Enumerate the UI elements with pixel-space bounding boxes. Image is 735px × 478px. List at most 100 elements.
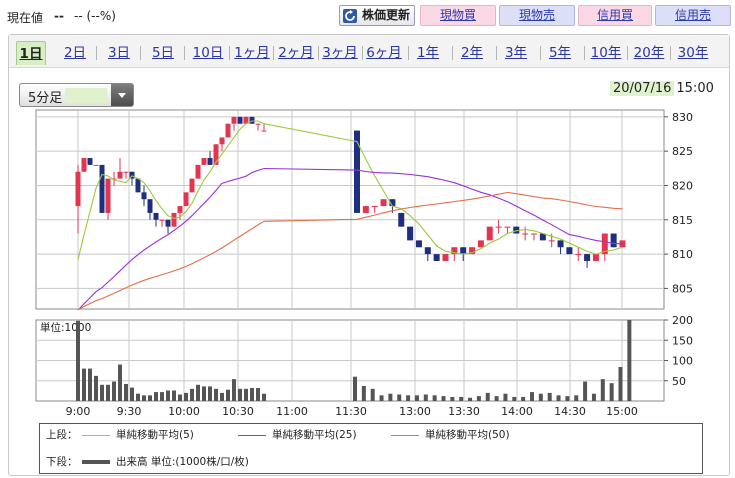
candle-up — [81, 158, 87, 172]
tab-2y[interactable]: 2年 — [460, 45, 484, 61]
tab-5y[interactable]: 5年 — [548, 45, 572, 61]
volume-bar — [600, 379, 605, 401]
volume-bar — [244, 388, 248, 401]
chart-panel: 1日 2日 3日 5日 10日 1ヶ月 2ヶ月 3ヶ月 6ヶ月 1年 2年 3年… — [8, 34, 730, 476]
volume-bar — [220, 392, 224, 401]
candle-up — [380, 199, 387, 207]
volume-bar — [106, 384, 110, 401]
candle-up — [171, 212, 177, 227]
candle-up — [177, 206, 183, 213]
candle-up — [117, 171, 123, 179]
volume-bar — [468, 397, 473, 401]
candle-down — [539, 233, 546, 241]
candle-up — [451, 247, 458, 255]
volume-bar — [250, 388, 254, 401]
tab-10d[interactable]: 10日 — [192, 45, 224, 61]
tab-separator — [452, 46, 453, 60]
candle-up — [105, 178, 111, 213]
tab-separator — [362, 46, 363, 60]
candle-up — [189, 178, 195, 193]
candle-down — [135, 178, 141, 193]
volume-bar — [494, 396, 499, 401]
volume-bar — [627, 320, 632, 401]
legend-ma25-label: 単純移動平均(25) — [272, 429, 357, 441]
candle-down — [99, 164, 105, 213]
x-tick-label: 11:00 — [276, 405, 308, 418]
volume-bar — [88, 368, 92, 401]
legend-volume-label: 出来高 単位:(1000株/口/枚) — [116, 456, 249, 468]
x-tick-label: 9:30 — [117, 405, 142, 418]
tab-3m[interactable]: 3ヶ月 — [322, 45, 358, 61]
tab-2d[interactable]: 2日 — [63, 45, 87, 61]
volume-bar — [565, 396, 570, 401]
tab-10y[interactable]: 10年 — [590, 45, 622, 61]
tab-separator — [584, 46, 585, 60]
candle-up — [93, 164, 99, 166]
volume-bar — [512, 396, 517, 401]
volume-bar — [148, 395, 152, 401]
margin-buy-button[interactable]: 信用買 — [578, 5, 652, 26]
x-tick-label: 15:00 — [606, 405, 638, 418]
volume-bar — [112, 381, 116, 401]
candle-up — [183, 192, 189, 207]
candle-up — [522, 233, 529, 235]
volume-bar — [441, 396, 446, 401]
cash-sell-button[interactable]: 現物売 — [499, 5, 575, 26]
volume-bar — [178, 394, 182, 401]
candle-down — [237, 116, 243, 124]
as-of-time: 15:00 — [676, 81, 714, 96]
volume-bar — [556, 395, 561, 401]
tab-1y[interactable]: 1年 — [416, 45, 440, 61]
tab-2m[interactable]: 2ヶ月 — [278, 45, 314, 61]
tab-5d[interactable]: 5日 — [151, 45, 175, 61]
tab-3y[interactable]: 3年 — [504, 45, 528, 61]
volume-bar — [414, 395, 419, 401]
volume-tick-label: 50 — [672, 375, 686, 388]
volume-bar — [190, 388, 194, 401]
volume-bar — [530, 392, 534, 401]
candle-up — [243, 116, 249, 124]
candle-down — [398, 212, 405, 227]
legend-lower-label: 下段： — [46, 456, 78, 468]
volume-bar — [406, 395, 411, 401]
candle-up — [219, 137, 225, 145]
volume-bar — [214, 388, 218, 401]
tab-6m[interactable]: 6ヶ月 — [366, 45, 402, 61]
tab-20y[interactable]: 20年 — [633, 45, 665, 61]
tab-1d[interactable]: 1日 — [16, 41, 46, 65]
candle-up — [195, 164, 201, 179]
candle-down — [354, 130, 360, 213]
header-bar: 現在値 -- -- (--%) 株価更新 現物買 現物売 信用買 信用売 — [0, 0, 735, 32]
volume-bar — [262, 393, 266, 401]
candle-up — [111, 178, 117, 180]
x-tick-label: 10:00 — [168, 405, 200, 418]
volume-bar — [196, 384, 200, 401]
candle-up — [201, 158, 207, 165]
candle-up — [159, 219, 165, 221]
update-price-button[interactable]: 株価更新 — [339, 5, 415, 26]
volume-bar — [160, 392, 164, 401]
cash-buy-button[interactable]: 現物買 — [420, 5, 496, 26]
price-tick-label: 805 — [672, 282, 693, 295]
volume-bar — [379, 395, 384, 401]
x-tick-label: 11:30 — [335, 405, 367, 418]
margin-sell-button[interactable]: 信用売 — [655, 5, 731, 26]
tab-30y[interactable]: 30年 — [677, 45, 709, 61]
price-tick-label: 825 — [672, 145, 693, 158]
interval-select[interactable]: 5分足 — [19, 83, 134, 107]
select-highlight — [65, 88, 107, 103]
candle-up — [213, 144, 219, 165]
tab-1m[interactable]: 1ヶ月 — [234, 45, 270, 61]
tab-separator — [540, 46, 541, 60]
chevron-down-icon[interactable] — [111, 84, 133, 106]
candle-up — [261, 130, 267, 132]
volume-unit-label: 単位:1000 — [40, 321, 91, 334]
candle-up — [362, 206, 369, 213]
volume-bar — [208, 386, 212, 401]
x-tick-label: 14:30 — [554, 405, 586, 418]
current-price-label: 現在値 — [7, 11, 44, 25]
ma25-swatch — [238, 434, 266, 436]
tab-separator — [184, 46, 185, 60]
tab-3d[interactable]: 3日 — [107, 45, 131, 61]
ma5-line — [77, 120, 623, 260]
